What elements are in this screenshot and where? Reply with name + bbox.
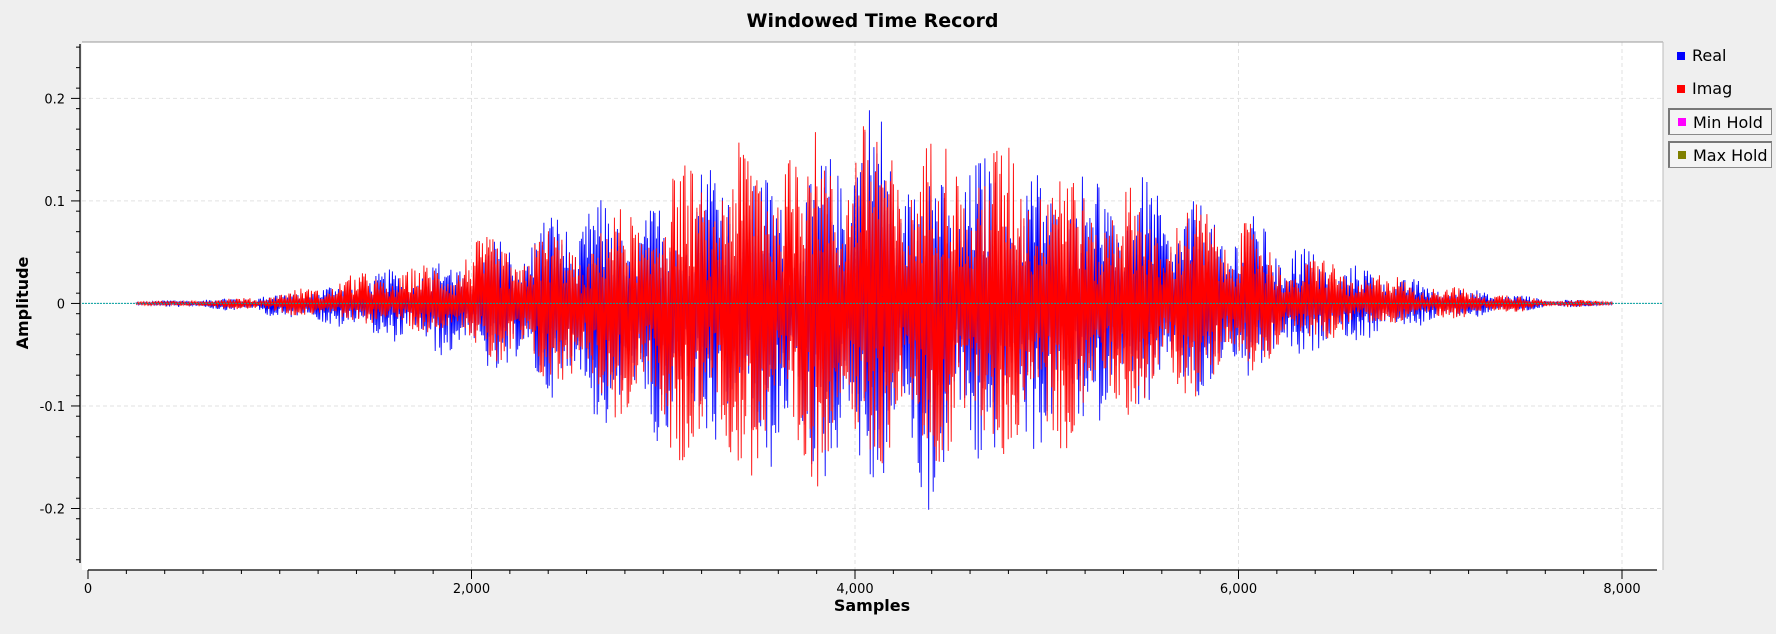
y-tick-label-1: 0.1 (44, 195, 65, 210)
y-axis-label: Amplitude (13, 256, 32, 349)
legend-swatch-min-hold (1678, 118, 1686, 126)
tick-labels: 0.2 0.1 0 -0.1 -0.2 0 2,000 4,000 6,000 8,000 (40, 92, 1641, 597)
axes (71, 41, 1664, 579)
series-layer (82, 110, 1663, 510)
legend-label-real: Real (1692, 46, 1727, 65)
y-tick-label-3: -0.1 (40, 400, 65, 415)
legend-item-max-hold[interactable]: Max Hold (1668, 141, 1772, 168)
legend-swatch-real (1677, 51, 1685, 60)
legend-swatch-max-hold (1678, 151, 1686, 159)
y-tick-label-4: -0.2 (40, 502, 65, 517)
legend-label-imag: Imag (1692, 79, 1733, 98)
x-tick-label-0: 0 (84, 582, 92, 597)
x-axis-label: Samples (834, 596, 910, 615)
legend-label-max-hold: Max Hold (1693, 145, 1768, 165)
legend: Real Imag Min Hold Max Hold (1668, 42, 1772, 174)
x-tick-label-2: 4,000 (836, 582, 873, 597)
legend-item-real[interactable]: Real (1668, 42, 1772, 69)
chart-title: Windowed Time Record (746, 10, 999, 32)
x-tick-label-3: 6,000 (1220, 582, 1257, 597)
legend-label-min-hold: Min Hold (1693, 112, 1763, 132)
legend-item-imag[interactable]: Imag (1668, 75, 1772, 102)
legend-swatch-imag (1677, 84, 1685, 93)
x-tick-label-4: 8,000 (1603, 582, 1640, 597)
y-tick-label-2: 0 (57, 297, 65, 312)
series-imag-line (135, 126, 1614, 487)
legend-item-min-hold[interactable]: Min Hold (1668, 108, 1772, 135)
y-tick-label-0: 0.2 (44, 92, 65, 107)
x-tick-label-1: 2,000 (453, 582, 490, 597)
